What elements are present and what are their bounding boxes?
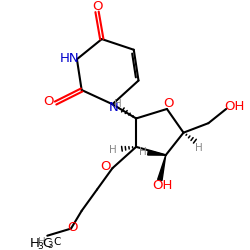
Polygon shape xyxy=(148,150,166,155)
Text: H: H xyxy=(114,99,122,109)
Text: N: N xyxy=(108,100,118,114)
Text: O: O xyxy=(163,96,173,110)
Text: H: H xyxy=(38,237,46,247)
Text: C: C xyxy=(54,237,61,247)
Text: H: H xyxy=(139,146,147,156)
Text: 3: 3 xyxy=(37,242,43,250)
Text: O: O xyxy=(67,221,78,234)
Text: HN: HN xyxy=(60,52,80,64)
Text: OH: OH xyxy=(152,179,172,192)
Text: 3: 3 xyxy=(47,241,52,250)
Text: H: H xyxy=(195,142,203,152)
Text: OH: OH xyxy=(224,100,245,113)
Text: O: O xyxy=(44,95,54,108)
Polygon shape xyxy=(158,155,166,180)
Text: C: C xyxy=(43,237,52,250)
Text: O: O xyxy=(100,160,111,173)
Text: H: H xyxy=(109,146,117,156)
Text: H: H xyxy=(29,237,39,250)
Text: O: O xyxy=(92,0,103,13)
